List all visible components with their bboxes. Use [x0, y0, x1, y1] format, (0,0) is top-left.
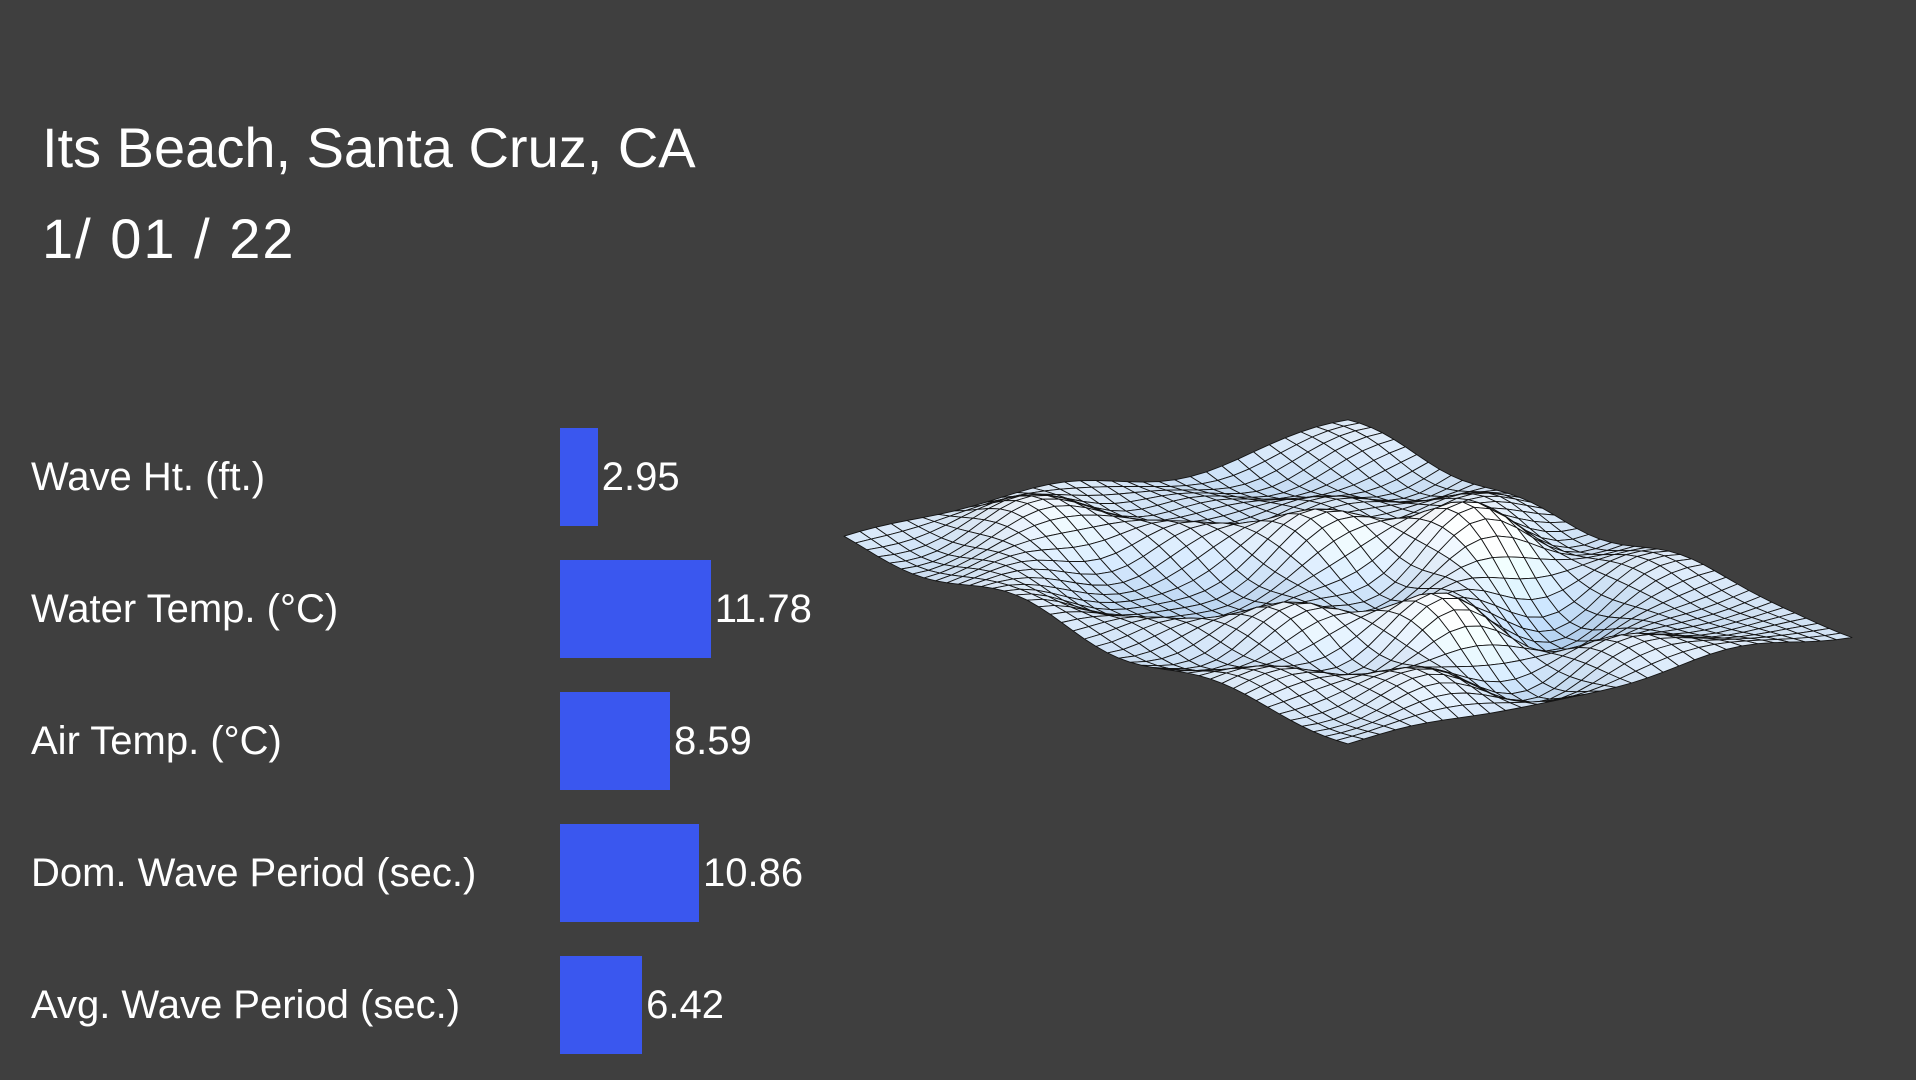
bar — [560, 428, 598, 526]
bar — [560, 692, 670, 790]
bar — [560, 824, 699, 922]
bar-value: 2.95 — [601, 454, 680, 499]
bar-row: Air Temp. (°C) 8.59 — [31, 692, 812, 790]
bar-label: Air Temp. (°C) — [31, 718, 282, 763]
bar-row: Dom. Wave Period (sec.) 10.86 — [31, 824, 812, 922]
bar-row: Avg. Wave Period (sec.) 6.42 — [31, 956, 812, 1054]
header: Its Beach, Santa Cruz, CA 1/ 01 / 22 — [42, 116, 696, 271]
bar-label: Avg. Wave Period (sec.) — [31, 982, 461, 1027]
page-title: Its Beach, Santa Cruz, CA — [42, 116, 696, 179]
bar-label: Dom. Wave Period (sec.) — [31, 850, 477, 895]
bar-label: Wave Ht. (ft.) — [31, 454, 266, 499]
bar-row: Water Temp. (°C) 11.78 — [31, 560, 812, 658]
bar — [560, 560, 711, 658]
bar-value: 11.78 — [714, 586, 812, 631]
bar-value: 6.42 — [646, 982, 725, 1027]
bar-value: 8.59 — [673, 718, 752, 763]
bar-label: Water Temp. (°C) — [31, 586, 339, 631]
bar-row: Wave Ht. (ft.) 2.95 — [31, 428, 812, 526]
page-date: 1/ 01 / 22 — [42, 207, 296, 271]
bar-value: 10.86 — [703, 850, 804, 895]
bar-chart: Wave Ht. (ft.) 2.95 Water Temp. (°C) 11.78 A… — [31, 428, 812, 1054]
bar — [560, 956, 643, 1054]
